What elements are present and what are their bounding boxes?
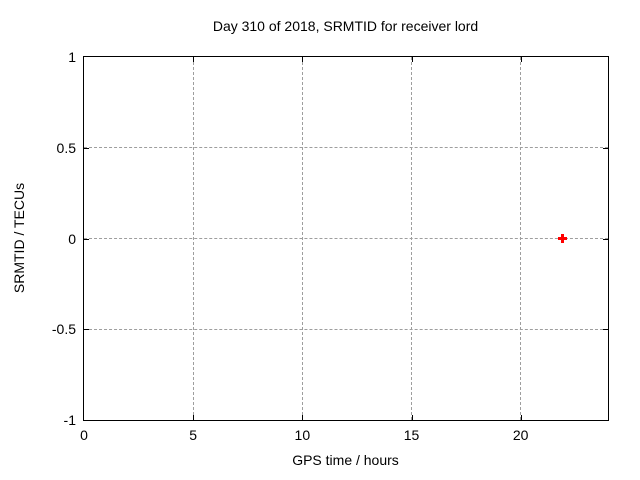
x-tick-bottom-10 <box>302 415 304 420</box>
x-tick-top-10 <box>302 57 304 62</box>
x-tick-label-15: 15 <box>403 427 420 443</box>
y-tick-label-0.5: 0.5 <box>56 139 76 156</box>
data-point-marker <box>560 234 564 243</box>
x-axis-label: GPS time / hours <box>292 452 399 468</box>
y-axis-label: SRMTID / TECUs <box>11 182 27 294</box>
y-tick-label--1: -1 <box>63 412 76 428</box>
y-tick-right--0.5 <box>603 329 608 331</box>
x-tick-label-5: 5 <box>189 427 198 443</box>
x-tick-label-10: 10 <box>294 427 311 443</box>
x-tick-top-15 <box>411 57 413 62</box>
gridline-y-0 <box>84 238 608 239</box>
y-tick-left-0 <box>84 238 89 240</box>
gridline-y-0.5 <box>84 147 608 149</box>
x-tick-label-20: 20 <box>512 427 529 443</box>
x-tick-bottom-15 <box>411 415 413 420</box>
x-tick-bottom-5 <box>193 415 195 420</box>
y-tick-left-0.5 <box>84 147 89 149</box>
plot-area: 0 5 10 15 20 1 0.5 0 -0.5 -1 <box>52 49 609 443</box>
y-tick-right-0 <box>603 238 608 240</box>
y-tick-label-0: 0 <box>68 230 76 247</box>
x-tick-bottom-20 <box>520 415 522 420</box>
y-tick-left--0.5 <box>84 329 89 331</box>
x-tick-label-0: 0 <box>80 427 88 443</box>
chart-title: Day 310 of 2018, SRMTID for receiver lor… <box>212 18 479 34</box>
y-tick-right-0.5 <box>603 147 608 149</box>
x-tick-top-5 <box>193 57 195 62</box>
y-tick-label--0.5: -0.5 <box>51 321 76 338</box>
x-tick-top-20 <box>520 57 522 62</box>
gridline-y--0.5 <box>84 328 608 330</box>
y-tick-label-1: 1 <box>68 49 76 65</box>
